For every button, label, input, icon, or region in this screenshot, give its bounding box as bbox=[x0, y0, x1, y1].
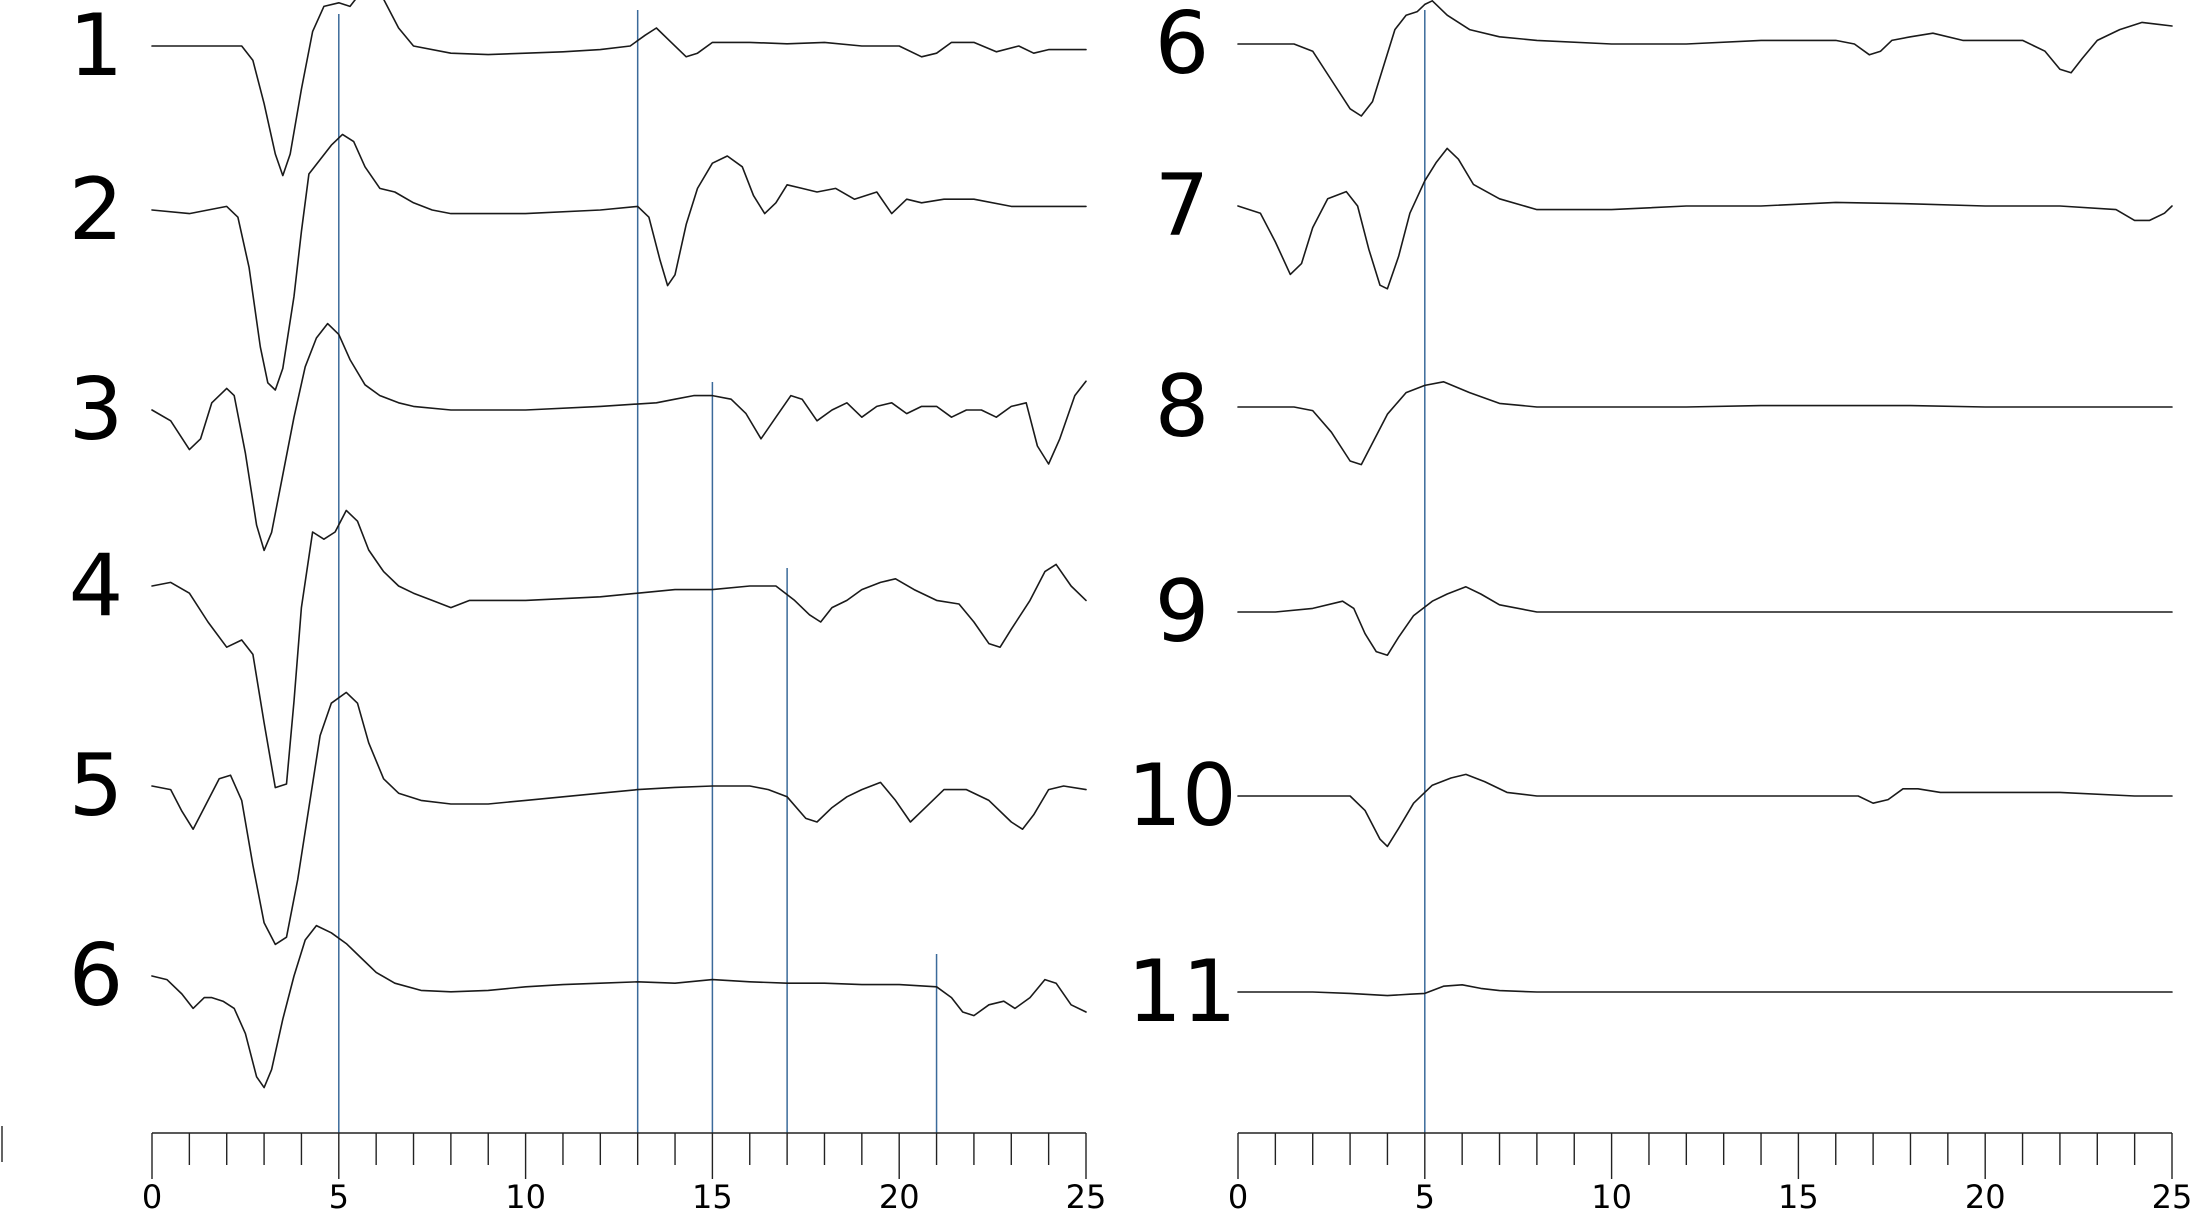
right-trace-label: 7 bbox=[1155, 156, 1210, 256]
left-tick-label: 25 bbox=[1066, 1178, 1107, 1216]
left-tick-label: 15 bbox=[692, 1178, 733, 1216]
left-tick-label: 20 bbox=[879, 1178, 920, 1216]
left-trace-4 bbox=[151, 509, 1087, 789]
right-tick-label: 15 bbox=[1778, 1178, 1819, 1216]
right-tick-label: 10 bbox=[1591, 1178, 1632, 1216]
right-tick-label: 0 bbox=[1228, 1178, 1248, 1216]
right-trace-8 bbox=[1237, 381, 2173, 466]
right-trace-9 bbox=[1237, 586, 2173, 656]
left-trace-label: 6 bbox=[69, 926, 124, 1026]
left-trace-label: 1 bbox=[69, 0, 124, 96]
right-trace-label: 11 bbox=[1127, 942, 1236, 1042]
right-trace-label: 9 bbox=[1155, 562, 1210, 662]
right-trace-6 bbox=[1237, 0, 2173, 117]
right-trace-label: 10 bbox=[1127, 746, 1236, 846]
left-trace-2 bbox=[151, 133, 1087, 391]
right-tick-label: 5 bbox=[1415, 1178, 1435, 1216]
left-trace-5 bbox=[151, 691, 1087, 946]
right-tick-label: 25 bbox=[2152, 1178, 2193, 1216]
left-panel: 1 2 3 4 5 6 0 5 10 15 20 25 bbox=[69, 0, 1107, 1216]
left-tick-label: 0 bbox=[142, 1178, 162, 1216]
left-trace-label: 2 bbox=[69, 160, 124, 260]
left-trace-label: 4 bbox=[69, 536, 124, 636]
left-trace-label: 5 bbox=[69, 736, 124, 836]
right-panel: 6 7 8 9 10 11 0 5 10 15 20 25 bbox=[1127, 0, 2192, 1216]
left-tick-label: 5 bbox=[329, 1178, 349, 1216]
right-trace-label: 6 bbox=[1155, 0, 1210, 94]
right-trace-10 bbox=[1237, 773, 2173, 848]
right-tick-label: 20 bbox=[1965, 1178, 2006, 1216]
left-trace-3 bbox=[151, 322, 1087, 552]
left-trace-6 bbox=[151, 924, 1087, 1089]
left-tick-label: 10 bbox=[505, 1178, 546, 1216]
right-trace-7 bbox=[1237, 147, 2173, 290]
right-trace-label: 8 bbox=[1155, 357, 1210, 457]
left-trace-1 bbox=[151, 0, 1087, 177]
right-trace-11 bbox=[1237, 984, 2173, 997]
left-trace-label: 3 bbox=[69, 360, 124, 460]
